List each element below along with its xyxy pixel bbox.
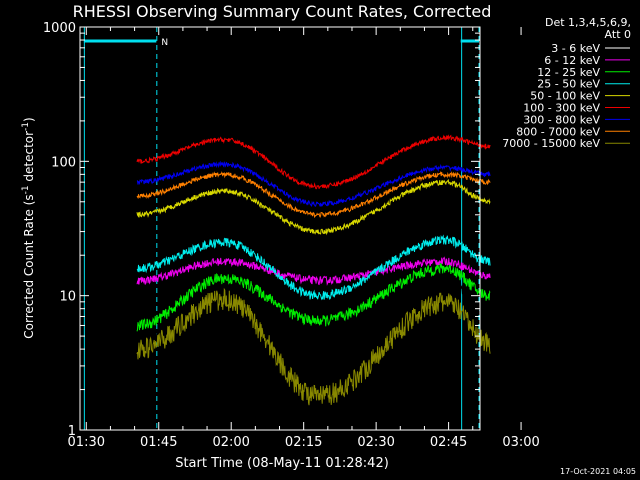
y-axis-label-main: Corrected Count Rate (s: [22, 194, 36, 338]
legend-entry-label: 3 - 6 keV: [551, 42, 600, 55]
chart-title: RHESSI Observing Summary Count Rates, Co…: [73, 2, 492, 21]
series-line: [136, 256, 491, 286]
y-axis-label-end: detector: [22, 131, 36, 186]
series-line: [136, 170, 491, 219]
plot-area: N: [83, 27, 480, 430]
legend-entry-label: 50 - 100 keV: [530, 90, 600, 103]
y-axis-label-sup2: -1: [21, 122, 31, 131]
series-layer: [136, 134, 491, 406]
legend-entry-label: 12 - 25 keV: [537, 66, 600, 79]
series-line: [136, 270, 491, 368]
legend-entry-label: 25 - 50 keV: [537, 78, 600, 91]
y-tick-label: 1000: [43, 21, 76, 36]
y-axis-label-sup: -1: [21, 185, 31, 194]
x-tick-label: 01:45: [140, 435, 177, 450]
legend-entry-label: 7000 - 15000 keV: [502, 137, 600, 150]
y-axis-label: Corrected Count Rate (s-1 detector-1): [21, 117, 36, 338]
legend-entry-label: 100 - 300 keV: [523, 102, 600, 115]
legend-entry-label: 300 - 800 keV: [523, 113, 600, 126]
series-line: [136, 287, 491, 406]
legend-header-line-1: Det 1,3,4,5,6,9,: [545, 16, 631, 29]
series-line: [136, 263, 491, 332]
y-tick-label: 100: [51, 155, 76, 170]
series-line: [136, 178, 491, 236]
x-axis-label: Start Time (08-May-11 01:28:42): [175, 456, 389, 471]
series-line: [136, 160, 491, 208]
legend-header-line-2: Att 0: [605, 28, 631, 41]
legend-entry-label: 800 - 7000 keV: [516, 125, 600, 138]
x-tick-label: 02:30: [357, 435, 394, 450]
x-tick-label: 02:00: [212, 435, 249, 450]
night-annotation-label: N: [161, 38, 168, 48]
axes-layer: 01:30 01:45 02:00 02:15 02:30 02:45 03:00 1 10 10…: [43, 21, 540, 450]
y-tick-label: 10: [59, 290, 76, 305]
x-tick-label: 02:15: [285, 435, 322, 450]
x-tick-label: 03:00: [502, 435, 539, 450]
x-tick-label: 02:45: [430, 435, 467, 450]
legend-entry-label: 6 - 12 keV: [544, 54, 600, 67]
series-line: [136, 134, 491, 190]
x-tick-label: 01:30: [68, 435, 105, 450]
series-line: [136, 234, 491, 301]
y-axis-label-close: ): [22, 117, 36, 122]
timestamp: 17-Oct-2021 04:05: [560, 467, 636, 476]
y-tick-label: 1: [68, 424, 76, 439]
